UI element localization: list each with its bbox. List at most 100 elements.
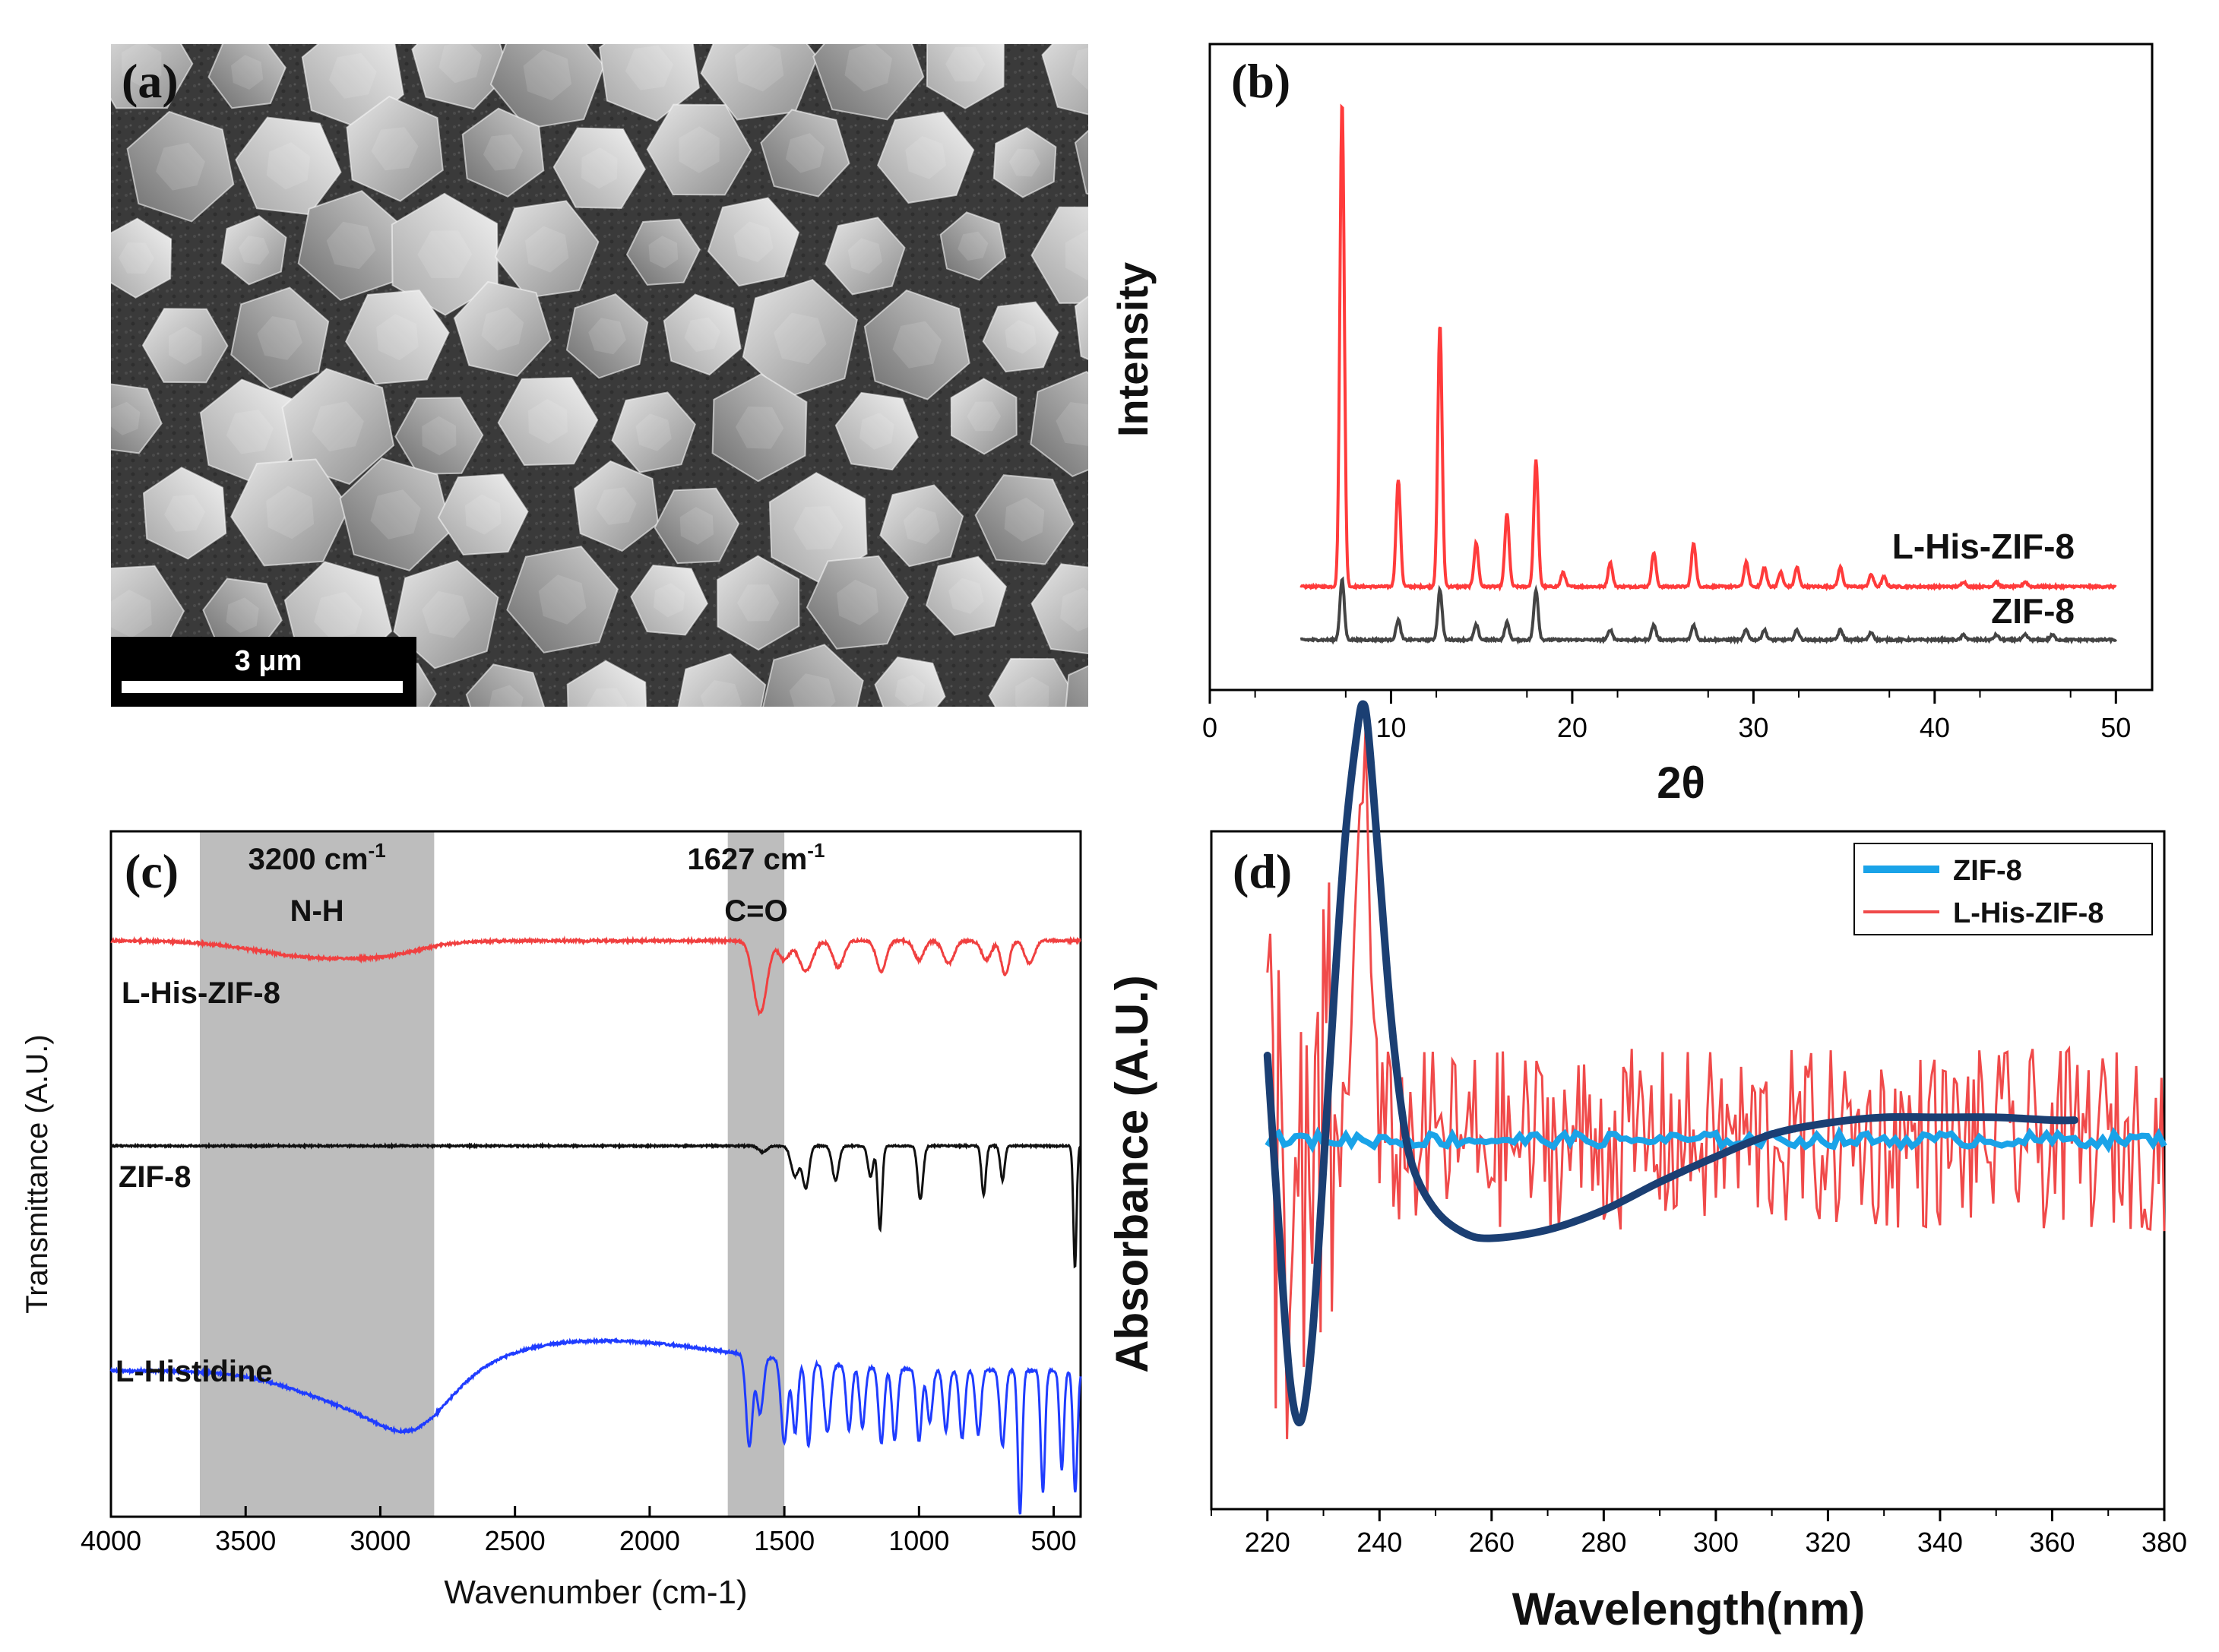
- sem-crystal: [1041, 44, 1088, 116]
- xrd-x-tick-label: 20: [1557, 712, 1587, 743]
- sem-crystal-facet: [635, 413, 672, 451]
- sem-crystal: [974, 474, 1075, 565]
- sem-crystal-facet: [164, 495, 206, 532]
- sem-crystal: [345, 290, 450, 385]
- ftir-band-label-wavenumber: 3200 cm-1: [248, 839, 386, 876]
- cd-y-axis-label: Absorbance (A.U.): [1106, 975, 1157, 1372]
- sem-crystal: [611, 391, 696, 473]
- sem-crystal: [992, 127, 1057, 198]
- sem-crystal: [141, 308, 229, 384]
- panel-label-a: (a): [122, 54, 179, 108]
- xrd-line-zif8: [1299, 576, 2117, 645]
- sem-crystal-facet: [1005, 320, 1037, 354]
- sem-crystal: [1106, 488, 1172, 557]
- sem-crystal: [806, 555, 910, 650]
- sem-crystal-facet: [376, 314, 419, 361]
- ftir-y-axis-label: Transmittance (A.U.): [21, 1034, 54, 1313]
- cd-x-tick-label: 220: [1245, 1527, 1290, 1558]
- ftir-series-label-zif8: ZIF-8: [119, 1160, 192, 1194]
- sem-crystal: [506, 546, 619, 654]
- sem-crystal-facet: [859, 413, 894, 450]
- sem-crystal: [1030, 370, 1088, 477]
- panel-a: (a) 3 μm: [111, 44, 1172, 707]
- sem-crystal-facet: [523, 49, 572, 101]
- xrd-y-axis-label: Intensity: [1109, 262, 1157, 437]
- ftir-x-tick-label: 3500: [215, 1525, 276, 1556]
- ftir-x-ticks: 4000 3500 3000 2500 2000 1500 1000 500: [81, 1506, 1077, 1556]
- sem-crystal-facet: [1072, 47, 1088, 90]
- sem-crystal-facet: [654, 583, 685, 618]
- xrd-x-axis-label: 2θ: [1657, 758, 1705, 808]
- sem-crystal: [207, 44, 286, 109]
- sem-crystal: [926, 44, 1005, 109]
- sem-crystal-facet: [847, 238, 883, 274]
- sem-crystal-facet: [417, 230, 473, 278]
- sem-crystal: [220, 215, 287, 286]
- sem-crystal: [453, 280, 552, 378]
- sem-crystal-facet: [648, 236, 679, 269]
- sem-crystal-facet: [700, 680, 742, 707]
- ftir-line-his-zif8: [110, 935, 1081, 1017]
- sem-crystal-facet: [1056, 402, 1088, 446]
- sem-crystal-facet: [596, 487, 637, 525]
- sem-crystal-facet: [774, 312, 827, 365]
- ftir-x-tick-label: 2500: [485, 1525, 546, 1556]
- sem-crystal-facet: [837, 579, 878, 625]
- sem-crystal-facet: [257, 316, 302, 360]
- cd-x-tick-label: 280: [1581, 1527, 1626, 1558]
- sem-crystal-facet: [422, 416, 457, 456]
- panel-label-b: (b): [1231, 54, 1290, 108]
- cd-legend-box: [1853, 843, 2153, 935]
- sem-crystal-facet: [679, 126, 720, 173]
- xrd-line-his-zif8: [1299, 103, 2117, 592]
- sem-crystal-facet: [528, 399, 568, 444]
- sem-crystal: [625, 218, 701, 286]
- ftir-plot-frame: [109, 830, 1082, 1518]
- ftir-series: [109, 935, 1082, 1515]
- xrd-x-tick-label: 50: [2100, 712, 2131, 743]
- sem-crystal: [825, 217, 906, 296]
- sem-crystal-facet: [789, 673, 836, 707]
- sem-crystal: [465, 663, 546, 707]
- cd-x-ticks: 220 240 260 280 300 320 340 360 380: [1211, 1509, 2187, 1558]
- sem-crystal-facet: [239, 236, 270, 265]
- sem-crystal-facet: [733, 221, 774, 263]
- sem-crystal-facet: [266, 486, 315, 540]
- cd-legend: ZIF-8 L-His-ZIF-8: [1853, 843, 2153, 935]
- sem-crystal: [762, 644, 864, 707]
- sem-crystal-facet: [793, 506, 844, 550]
- ftir-x-tick-label: 500: [1031, 1525, 1077, 1556]
- sem-crystal-facet: [625, 45, 673, 90]
- xrd-plot-frame: [1208, 43, 2154, 691]
- cd-legend-label-his-zif8: L-His-ZIF-8: [1953, 897, 2103, 929]
- sem-crystal: [1074, 129, 1088, 195]
- cd-x-tick-label: 320: [1805, 1527, 1850, 1558]
- sem-crystal: [663, 293, 742, 376]
- cd-x-tick-label: 260: [1469, 1527, 1515, 1558]
- sem-crystal: [142, 467, 227, 560]
- cd-x-tick-label: 240: [1356, 1527, 1402, 1558]
- ftir-series-label-histidine: L-Histidine: [116, 1355, 273, 1388]
- sem-crystal: [391, 192, 499, 316]
- sem-crystal-facet: [122, 44, 162, 87]
- sem-crystal: [760, 109, 850, 198]
- sem-crystal-facet: [231, 55, 264, 90]
- ftir-series-label-his-zif8: L-His-ZIF-8: [122, 976, 280, 1010]
- sem-crystal-facet: [737, 584, 780, 622]
- scale-bar-label: 3 μm: [235, 645, 302, 677]
- sem-crystal: [411, 44, 510, 110]
- sem-crystal: [717, 555, 800, 651]
- sem-crystal-facet: [1065, 230, 1088, 280]
- sem-crystal-facet: [894, 675, 926, 707]
- ftir-band-co: [727, 831, 785, 1517]
- sem-crystal: [339, 457, 452, 571]
- sem-crystal: [497, 376, 599, 467]
- xrd-x-tick-label: 0: [1202, 712, 1217, 743]
- sem-crystal: [230, 286, 330, 390]
- ftir-line-histidine: [109, 1337, 1082, 1515]
- xrd-x-ticks: 0 10 20 30 40 50: [1202, 690, 2131, 743]
- ftir-line-zif8: [109, 1141, 1081, 1269]
- cd-x-tick-label: 300: [1693, 1527, 1739, 1558]
- sem-crystal-facet: [945, 46, 986, 82]
